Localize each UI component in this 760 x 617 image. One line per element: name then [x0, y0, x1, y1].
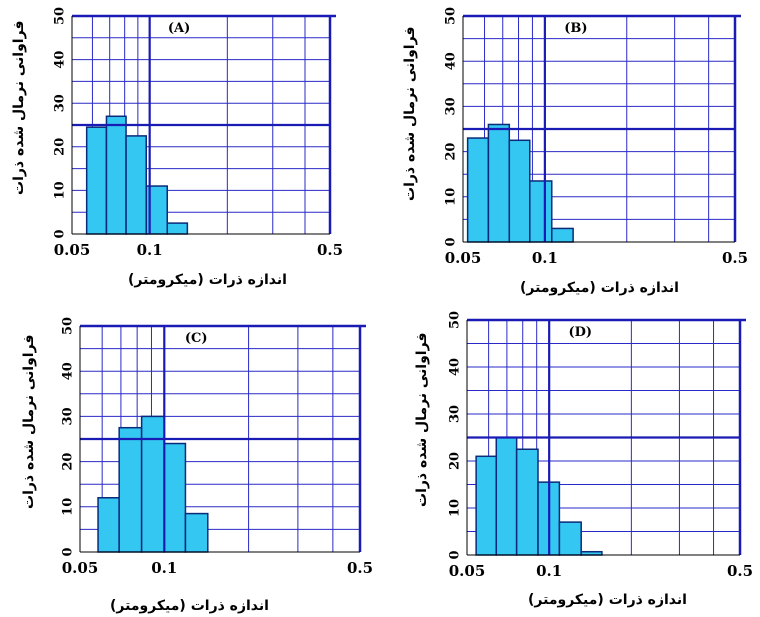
y-axis-label-d: فراوانی نرمال شده ذرات: [414, 332, 430, 508]
x-tick-label-c: 0.5: [347, 559, 373, 577]
y-tick-label-d: 0: [448, 550, 463, 559]
panel-title-b: (B): [564, 21, 587, 36]
histogram-bar-a: [85, 126, 108, 235]
x-tick-label-a: 0.05: [54, 241, 91, 259]
chart-panel-a: 0 10 20 30 40 50 0.05 0.1 0.5 (A) فراوانی نرمال ش…: [0, 0, 380, 308]
y-tick-label-c: 50: [61, 317, 76, 335]
y-tick-label-c: 20: [61, 453, 76, 471]
y-tick-label-b: 20: [444, 143, 459, 161]
y-axis-label-c: فراوانی نرمال شده ذرات: [21, 334, 37, 510]
histogram-bar-d: [515, 448, 539, 556]
y-tick-label-a: 10: [53, 181, 68, 199]
y-tick-label-d: 40: [448, 358, 463, 376]
y-tick-label-c: 0: [61, 547, 76, 556]
x-tick-label-b: 0.05: [445, 249, 482, 267]
x-tick-label-c: 0.1: [151, 559, 177, 577]
y-tick-label-d: 20: [448, 452, 463, 470]
y-tick-label-c: 10: [61, 498, 76, 516]
histogram-bar-c: [140, 415, 166, 553]
x-axis-label-d: اندازه ذرات (میکرومتر): [528, 592, 687, 608]
histogram-bar-d: [495, 436, 518, 556]
y-tick-label-b: 30: [444, 97, 459, 115]
histogram-bar-b: [551, 227, 574, 243]
chart-panel-b: 0 10 20 30 40 50 0.05 0.1 0.5 (B) فراوانی نرمال ش…: [380, 0, 760, 308]
chart-panel-c: 0 10 20 30 40 50 0.05 0.1 0.5 (C) فراوانی نرمال ش…: [0, 308, 380, 617]
histogram-bar-b: [508, 139, 531, 243]
histogram-bar-c: [163, 442, 187, 553]
y-tick-label-d: 30: [448, 405, 463, 423]
histogram-bar-c: [184, 512, 209, 553]
y-tick-label-b: 50: [444, 7, 459, 25]
histogram-bar-b: [529, 180, 553, 243]
x-tick-label-a: 0.1: [137, 241, 163, 259]
panel-title-a: (A): [168, 21, 190, 36]
histogram-bar-d: [475, 455, 498, 556]
y-axis-label-a: فراوانی نرمال شده ذرات: [11, 20, 27, 196]
x-tick-label-b: 0.5: [722, 249, 748, 267]
y-tick-label-a: 0: [53, 229, 68, 238]
x-tick-label-d: 0.5: [727, 562, 753, 580]
histogram-d: 0 10 20 30 40 50 0.05 0.1 0.5 (D): [448, 311, 754, 580]
histogram-bar-d: [558, 521, 582, 556]
x-axis-label-b: اندازه ذرات (میکرومتر): [520, 280, 679, 296]
y-axis-label-b: فراوانی نرمال شده ذرات: [402, 26, 418, 202]
x-axis-label-a: اندازه ذرات (میکرومتر): [128, 272, 287, 288]
y-tick-label-b: 10: [444, 188, 459, 206]
y-tick-label-c: 40: [61, 362, 76, 380]
y-tick-label-c: 30: [61, 407, 76, 425]
histogram-c: 0 10 20 30 40 50 0.05 0.1 0.5 (C): [61, 317, 374, 577]
y-tick-label-d: 50: [448, 311, 463, 329]
y-tick-label-a: 20: [53, 138, 68, 156]
histogram-bar-a: [166, 222, 189, 235]
histogram-a: 0 10 20 30 40 50 0.05 0.1 0.5 (A): [53, 7, 344, 259]
histogram-bar-a: [105, 115, 127, 235]
panel-title-d: (D): [568, 325, 592, 340]
histogram-bar-b: [466, 137, 490, 243]
x-tick-label-d: 0.1: [536, 562, 562, 580]
x-tick-label-b: 0.1: [532, 249, 558, 267]
y-tick-label-a: 40: [53, 51, 68, 69]
y-tick-label-b: 40: [444, 52, 459, 70]
histogram-bar-a: [125, 135, 148, 235]
x-axis-label-c: اندازه ذرات (میکرومتر): [110, 598, 269, 614]
panel-title-c: (C): [185, 331, 208, 346]
x-tick-label-a: 0.5: [317, 241, 343, 259]
histogram-bar-c: [97, 497, 120, 553]
chart-panel-d: 0 10 20 30 40 50 0.05 0.1 0.5 (D) فراوانی نرمال ش…: [380, 308, 760, 617]
y-tick-label-a: 30: [53, 94, 68, 112]
y-tick-label-a: 50: [53, 7, 68, 25]
histogram-b: 0 10 20 30 40 50 0.05 0.1 0.5 (B): [444, 7, 749, 267]
histogram-bar-b: [487, 123, 511, 243]
x-tick-label-c: 0.05: [62, 559, 99, 577]
x-tick-label-d: 0.05: [449, 562, 486, 580]
y-tick-label-d: 10: [448, 499, 463, 517]
y-tick-label-b: 0: [444, 237, 459, 246]
histogram-bar-c: [118, 426, 143, 553]
